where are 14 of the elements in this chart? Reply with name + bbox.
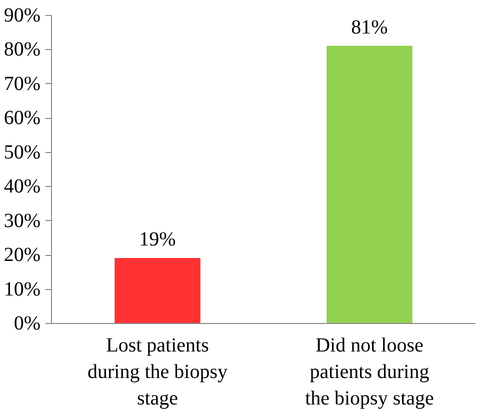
y-tick-label: 70%	[4, 72, 41, 95]
y-tick-label: 50%	[4, 141, 41, 164]
y-tick-label: 90%	[4, 4, 41, 26]
y-tick-label: 80%	[4, 38, 41, 61]
y-tick-label: 10%	[4, 278, 41, 300]
y-tick-label: 20%	[4, 244, 41, 266]
y-tick-label: 0%	[14, 312, 41, 334]
x-tick-label: Did not loose patients during the biopsy stage	[305, 334, 434, 410]
data-label: 19%	[139, 228, 176, 250]
y-tick-label: 40%	[4, 176, 41, 198]
y-tick-label: 30%	[4, 210, 41, 232]
data-label: 81%	[351, 16, 388, 38]
x-tick-label: Lost patients during the biopsy stage	[88, 334, 228, 410]
y-tick-label: 60%	[4, 107, 41, 130]
